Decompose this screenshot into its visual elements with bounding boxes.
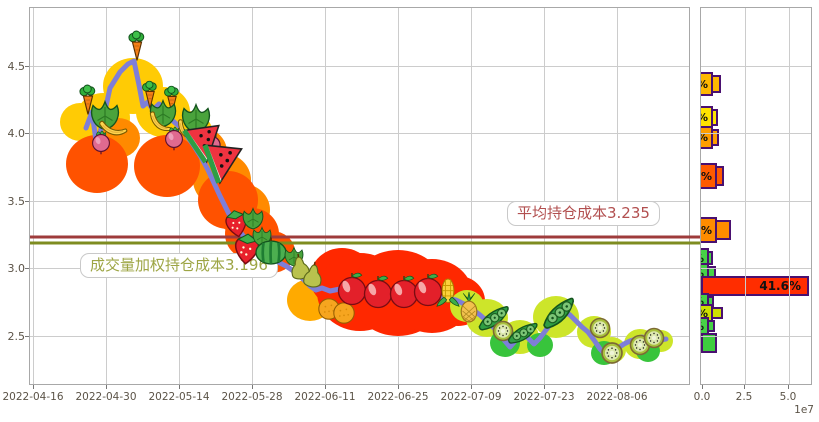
grid-line-v (789, 8, 790, 384)
grid-line-h (701, 336, 811, 337)
grid-line-v (471, 8, 472, 384)
x-tick-label: 2022-07-09 (440, 391, 502, 403)
vwap-cost-label: 成交量加权持仓成本3.196 (80, 253, 278, 278)
y-tick-label: 4.0 (7, 127, 26, 140)
grid-line-v (544, 8, 545, 384)
distribution-chart-area: %%%7%8%%%41.6%%7%% (700, 7, 812, 385)
grid-line-v (325, 8, 326, 384)
grid-line-h (701, 66, 811, 67)
y-tick-mark (25, 133, 29, 134)
x-tick-mark (106, 385, 107, 389)
grid-line-v (179, 8, 180, 384)
dist-bar-value-label: % (701, 72, 713, 96)
x-tick-label: 5.0 (779, 391, 797, 403)
x-tick-label: 2022-06-11 (294, 391, 356, 403)
x-tick-mark (617, 385, 618, 389)
x-tick-mark (471, 385, 472, 389)
grid-line-v (33, 8, 34, 384)
x-tick-label: 2.5 (735, 391, 753, 403)
axis-scale-note: 1e7 (794, 404, 814, 416)
dist-bar: 41.6% (701, 276, 809, 296)
x-tick-label: 2022-07-23 (513, 391, 575, 403)
grid-line-v (745, 8, 746, 384)
x-tick-label: 0.0 (693, 391, 711, 403)
x-tick-mark (544, 385, 545, 389)
y-tick-mark (25, 66, 29, 67)
grid-line-h (701, 133, 811, 134)
grid-line-v (106, 8, 107, 384)
y-tick-mark (25, 268, 29, 269)
y-tick-mark (25, 336, 29, 337)
y-tick-label: 4.5 (7, 60, 26, 73)
grid-line-h (30, 66, 689, 67)
x-tick-label: 2022-05-14 (148, 391, 210, 403)
grid-line-v (398, 8, 399, 384)
x-tick-mark (33, 385, 34, 389)
y-tick-label: 3.0 (7, 262, 26, 275)
dist-bar-value-label: 7% (701, 163, 717, 189)
x-tick-mark (179, 385, 180, 389)
dist-bar-value-label: 41.6% (759, 279, 801, 293)
x-tick-mark (702, 385, 703, 389)
x-tick-label: 2022-06-25 (367, 391, 429, 403)
grid-line-v (252, 8, 253, 384)
grid-line-h (701, 201, 811, 202)
distribution-bars: %%%7%8%%%41.6%%7%% (701, 8, 811, 384)
y-tick-label: 2.5 (7, 330, 26, 343)
dist-bar-value-label: 8% (701, 217, 717, 243)
x-tick-label: 2022-08-06 (586, 391, 648, 403)
grid-line-h (701, 268, 811, 269)
x-tick-mark (252, 385, 253, 389)
x-tick-mark (788, 385, 789, 389)
x-tick-label: 2022-04-16 (2, 391, 64, 403)
y-tick-mark (25, 201, 29, 202)
price-chart-area (29, 7, 690, 385)
x-tick-mark (744, 385, 745, 389)
grid-line-h (30, 133, 689, 134)
x-tick-mark (398, 385, 399, 389)
avg-cost-label: 平均持仓成本3.235 (507, 201, 660, 226)
x-tick-label: 2022-05-28 (221, 391, 283, 403)
grid-line-h (30, 336, 689, 337)
grid-line-v (617, 8, 618, 384)
x-tick-mark (325, 385, 326, 389)
y-tick-label: 3.5 (7, 195, 26, 208)
dist-bar (701, 333, 717, 353)
x-tick-label: 2022-04-30 (75, 391, 137, 403)
dist-bar-value-label: % (701, 126, 713, 149)
